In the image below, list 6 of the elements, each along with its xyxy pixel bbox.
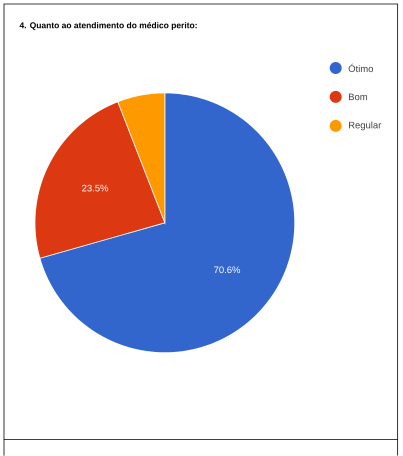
data-label: 70.6% xyxy=(214,266,240,274)
legend-label: Bom xyxy=(349,94,368,100)
data-label: 23.5% xyxy=(82,184,108,192)
legend-label: Regular xyxy=(349,121,382,130)
legend-label: Ótimo xyxy=(348,64,374,72)
chart-title: 4. Quanto ao atendimento do médico perito: xyxy=(20,22,197,30)
